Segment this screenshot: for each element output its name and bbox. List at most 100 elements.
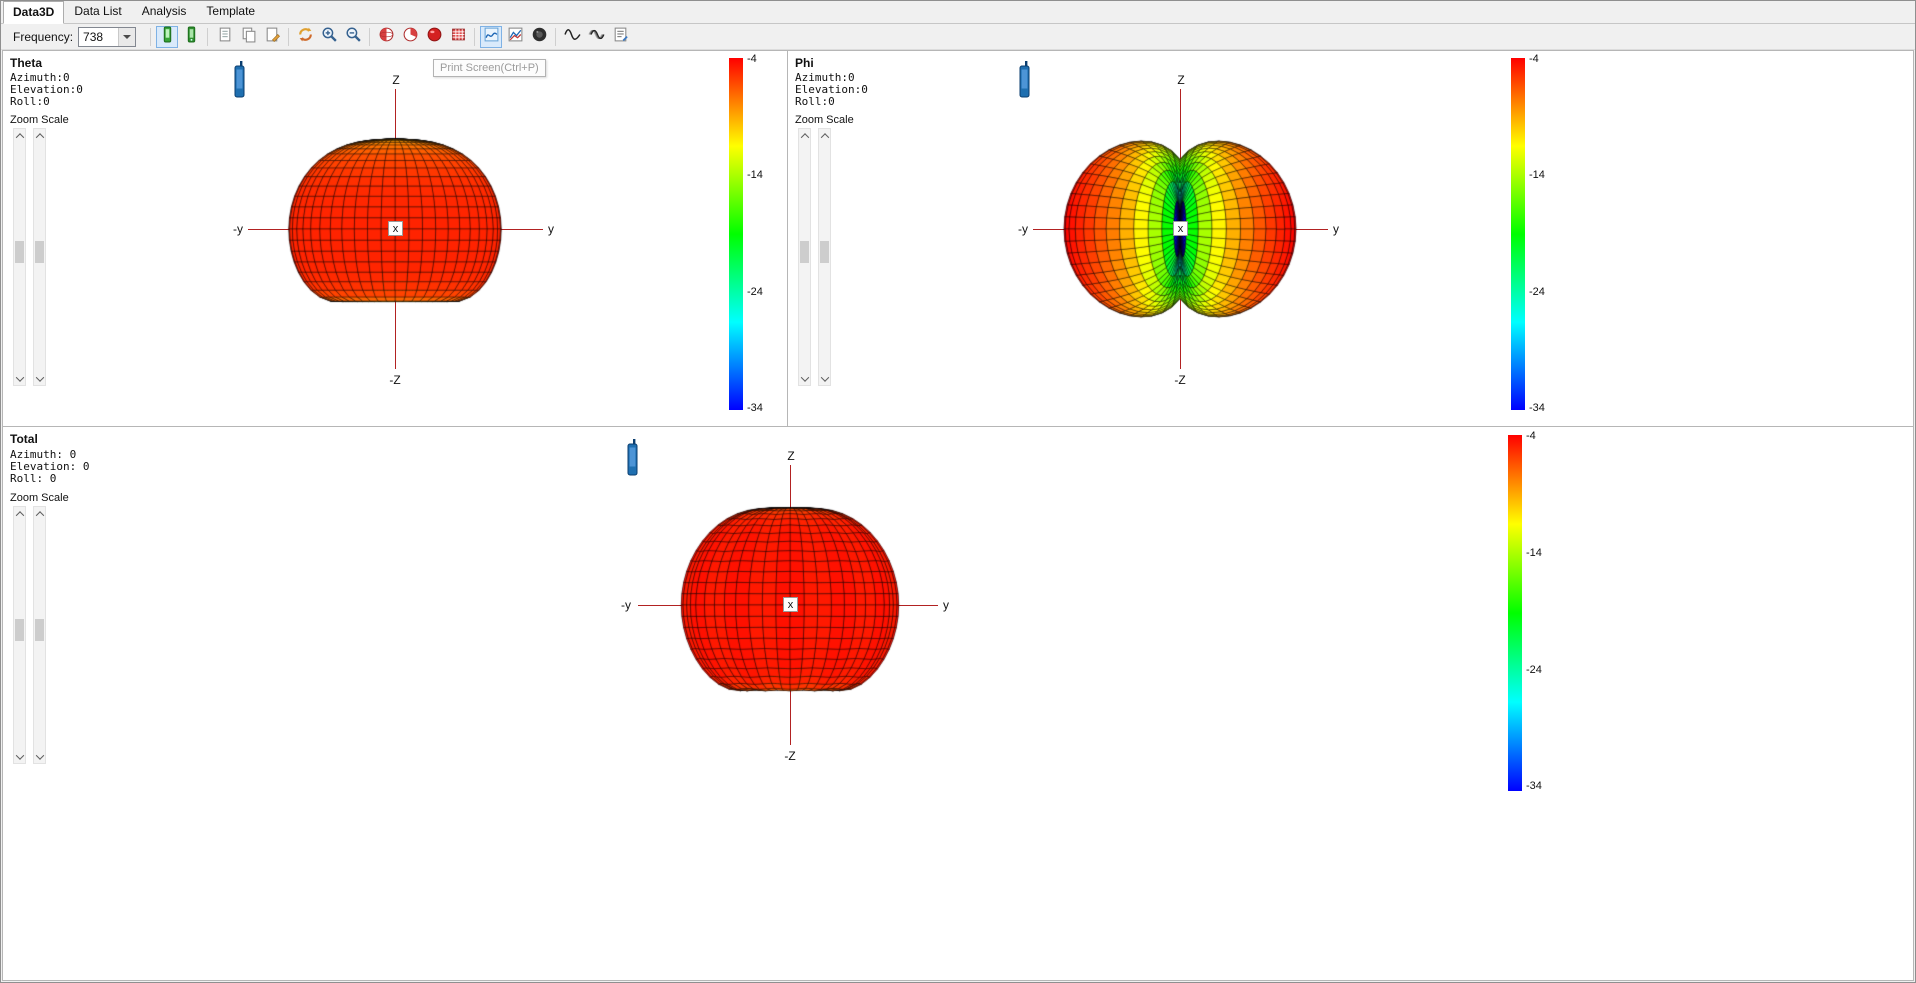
frequency-dropdown-button[interactable] <box>118 27 136 46</box>
tab-data3d[interactable]: Data3D <box>3 1 65 24</box>
scroll-track[interactable] <box>14 520 25 750</box>
scroll-thumb[interactable] <box>35 240 44 263</box>
scroll-track[interactable] <box>14 142 25 372</box>
roll-value: Roll:0 <box>795 95 835 108</box>
axis-label-neg-z: -Z <box>1174 373 1186 387</box>
scroll-thumb[interactable] <box>15 618 24 641</box>
scroll-up-button[interactable] <box>14 129 25 142</box>
pie-red-icon <box>402 26 419 48</box>
zoom-out-icon <box>345 26 362 48</box>
frequency-combobox[interactable]: 738 <box>78 26 137 47</box>
colorbar-tick: -24 <box>1526 664 1542 676</box>
scroll-down-button[interactable] <box>14 372 25 385</box>
tab-analysis[interactable]: Analysis <box>141 4 187 18</box>
scroll-down-button[interactable] <box>819 372 830 385</box>
tab-bar: Data3D Data List Analysis Template <box>1 1 1915 24</box>
colorbar-tick: -34 <box>1526 780 1542 792</box>
orientation-info: Azimuth: 0 Elevation: 0 Roll: 0 <box>10 449 89 485</box>
zoom-scrollbar-1[interactable] <box>13 506 26 764</box>
x-axis-marker: x <box>388 221 403 236</box>
panel-title: Total <box>10 432 38 446</box>
x-axis-marker: x <box>783 597 798 612</box>
zoom-scrollbar-2[interactable] <box>33 128 46 386</box>
pattern-plot-button[interactable] <box>447 26 469 48</box>
pattern-red-icon <box>450 26 467 48</box>
zoom-in-button[interactable] <box>318 26 340 48</box>
scroll-thumb[interactable] <box>15 240 24 263</box>
scroll-down-button[interactable] <box>34 372 45 385</box>
colorbar-tick: -4 <box>747 53 757 65</box>
chevron-up-icon <box>15 510 24 520</box>
zoom-scrollbar-1[interactable] <box>798 128 811 386</box>
report-list-icon <box>612 26 629 48</box>
chevron-up-icon <box>800 132 809 142</box>
zoom-scrollbar-2[interactable] <box>33 506 46 764</box>
roll-value: Roll: 0 <box>10 472 57 485</box>
axis-label-y: y <box>943 598 949 612</box>
scroll-up-button[interactable] <box>34 507 45 520</box>
zoom-out-button[interactable] <box>342 26 364 48</box>
copy-pages-button[interactable] <box>237 26 259 48</box>
elevation-value: Elevation:0 <box>10 83 83 96</box>
frequency-value: 738 <box>83 29 104 44</box>
elevation-value: Elevation: 0 <box>10 460 90 473</box>
colorbar <box>729 58 743 410</box>
toolbar-separator <box>555 27 557 46</box>
azimuth-value: Azimuth: 0 <box>10 448 77 461</box>
scroll-track[interactable] <box>799 142 810 372</box>
frequency-label: Frequency: <box>13 29 74 44</box>
multi-wave-button[interactable] <box>585 26 607 48</box>
sphere-red-icon <box>378 26 395 48</box>
zoom-scrollbar-2[interactable] <box>818 128 831 386</box>
chevron-down-icon <box>35 372 44 382</box>
record-button[interactable] <box>528 26 550 48</box>
scroll-thumb[interactable] <box>800 240 809 263</box>
colorbar <box>1508 435 1522 791</box>
scroll-down-button[interactable] <box>34 750 45 763</box>
scroll-thumb[interactable] <box>820 240 829 263</box>
toolbar-separator <box>474 27 476 46</box>
colorbar-tick: -4 <box>1526 430 1536 442</box>
pie-plot-button[interactable] <box>399 26 421 48</box>
scroll-track[interactable] <box>34 142 45 372</box>
zoom-in-icon <box>321 26 338 48</box>
refresh-button[interactable] <box>294 26 316 48</box>
copy-page-button[interactable] <box>213 26 235 48</box>
scroll-down-button[interactable] <box>799 372 810 385</box>
scroll-track[interactable] <box>819 142 830 372</box>
refresh-arrows-icon <box>297 26 314 48</box>
print-screen-button[interactable] <box>480 25 503 48</box>
zoom-scale-label: Zoom Scale <box>795 114 854 126</box>
scroll-thumb[interactable] <box>35 618 44 641</box>
scroll-down-button[interactable] <box>14 750 25 763</box>
phone-3d-view-button[interactable] <box>156 25 179 48</box>
chart-lines-icon <box>507 26 524 48</box>
scroll-up-button[interactable] <box>14 507 25 520</box>
colorbar-tick: -14 <box>747 169 763 181</box>
colorbar-tick: -4 <box>1529 53 1539 65</box>
panel-title: Phi <box>795 56 814 70</box>
toolbar-separator <box>207 27 209 46</box>
phone-alt-view-button[interactable] <box>180 26 202 48</box>
scroll-up-button[interactable] <box>34 129 45 142</box>
edit-page-button[interactable] <box>261 26 283 48</box>
chevron-down-icon <box>820 372 829 382</box>
panel-title: Theta <box>10 56 43 70</box>
colorbar-tick: -34 <box>1529 402 1545 414</box>
multi-wave-icon <box>588 26 605 48</box>
ball-plot-button[interactable] <box>423 26 445 48</box>
scroll-track[interactable] <box>34 520 45 750</box>
tab-template[interactable]: Template <box>206 4 256 18</box>
azimuth-value: Azimuth:0 <box>795 71 855 84</box>
sine-wave-icon <box>563 26 581 48</box>
tab-data-list[interactable]: Data List <box>74 4 122 18</box>
chart-lines-button[interactable] <box>504 26 526 48</box>
report-button[interactable] <box>609 26 631 48</box>
zoom-scrollbar-1[interactable] <box>13 128 26 386</box>
axis-label-neg-z: -Z <box>389 373 401 387</box>
sine-wave-button[interactable] <box>561 26 583 48</box>
scroll-up-button[interactable] <box>819 129 830 142</box>
sphere-plot-button[interactable] <box>375 26 397 48</box>
scroll-up-button[interactable] <box>799 129 810 142</box>
edit-page-icon <box>264 26 281 48</box>
